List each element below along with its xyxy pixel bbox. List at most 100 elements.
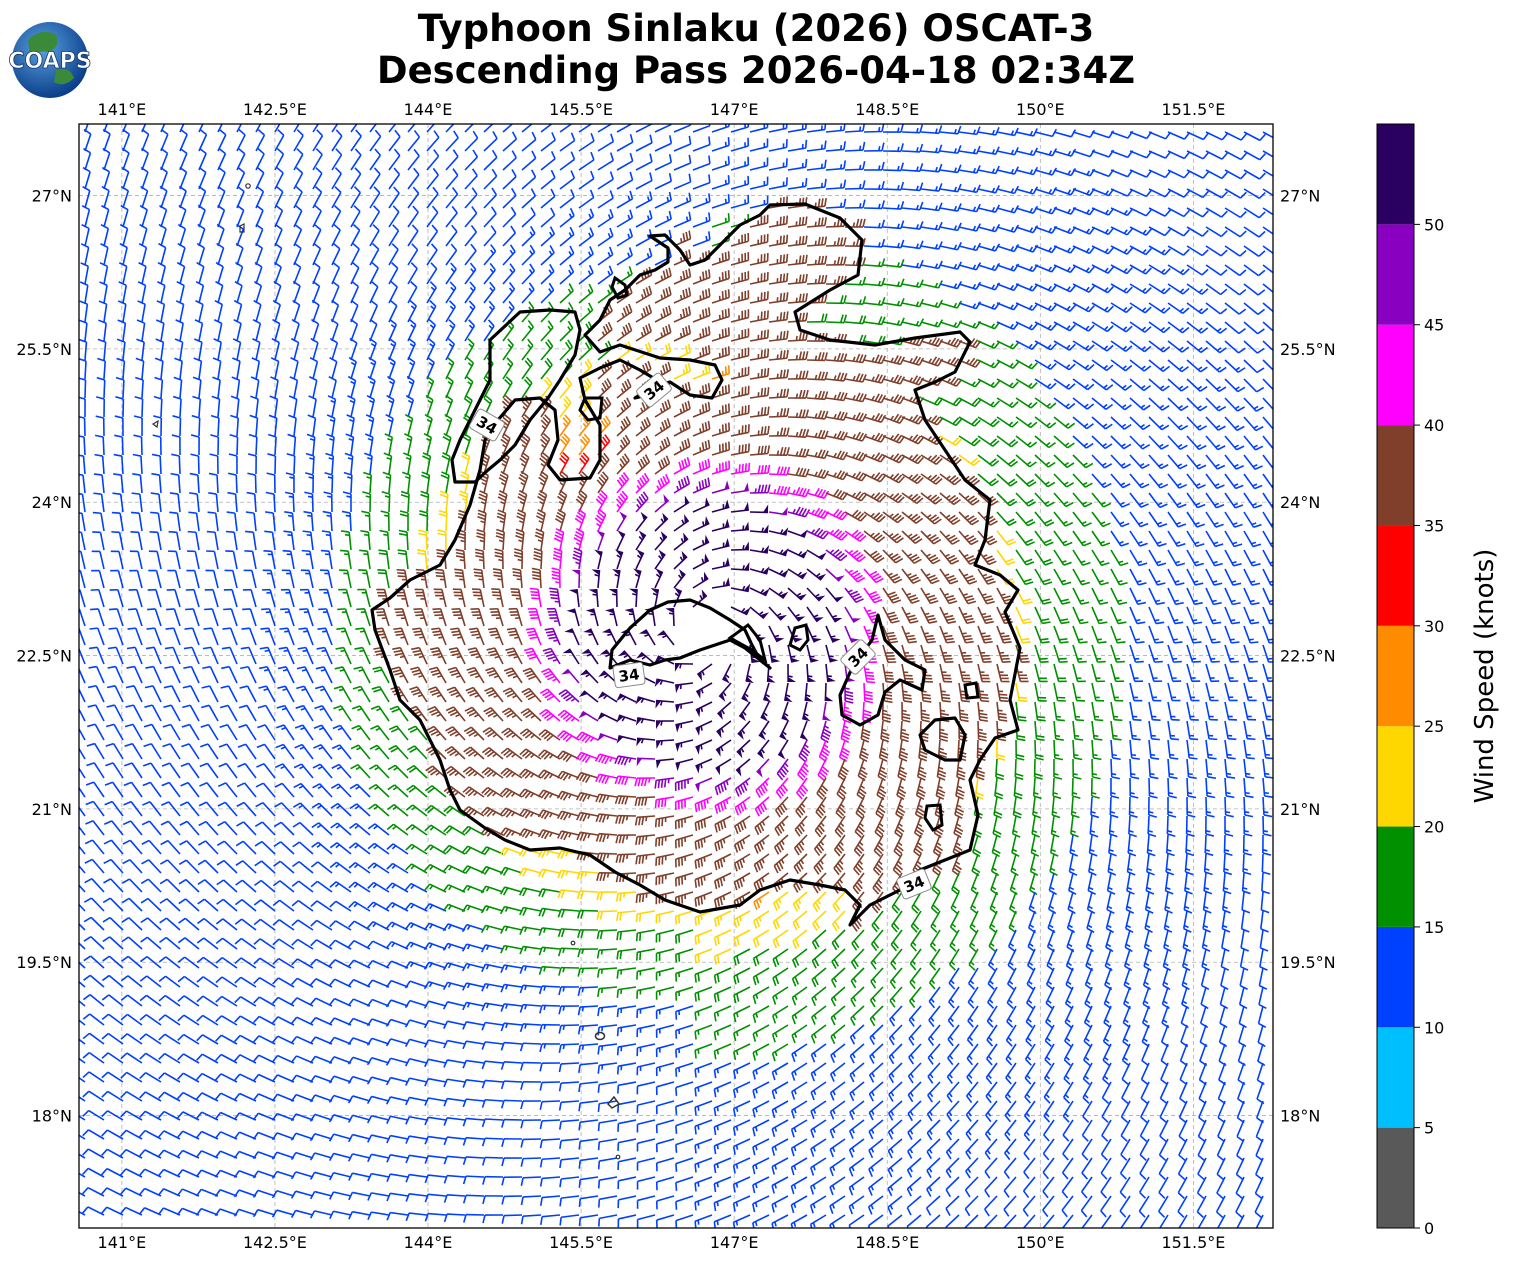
wind-barb xyxy=(559,189,575,209)
wind-barb xyxy=(1167,188,1191,198)
wind-barb xyxy=(388,186,400,209)
wind-barb xyxy=(635,247,653,266)
wind-barb xyxy=(1129,245,1152,256)
wind-barb xyxy=(654,135,673,152)
wind-barb xyxy=(160,147,169,171)
wind-barb xyxy=(350,224,361,247)
wind-barb xyxy=(787,178,808,190)
wind-barb xyxy=(445,149,459,171)
wind-barb xyxy=(1110,302,1133,314)
wind-barb xyxy=(996,224,1020,233)
wind-barb xyxy=(369,124,378,133)
wind-barb xyxy=(1110,283,1133,294)
wind-barb xyxy=(635,153,653,171)
wind-barb xyxy=(369,243,380,266)
contour-label: 34 xyxy=(612,661,646,689)
wind-barb xyxy=(1205,131,1229,141)
wind-barb xyxy=(214,299,223,323)
wind-barb xyxy=(369,299,379,323)
wind-barb xyxy=(1034,321,1058,331)
wind-barb xyxy=(445,243,458,266)
wind-barb xyxy=(1091,226,1115,236)
wind-barb xyxy=(1167,321,1190,334)
wind-barb xyxy=(521,169,537,190)
wind-barb xyxy=(198,185,207,209)
wind-barb xyxy=(350,242,360,266)
wind-barb xyxy=(83,128,92,152)
wind-barb xyxy=(730,156,750,171)
wind-barb xyxy=(882,162,905,172)
wind-barb xyxy=(122,128,131,152)
wind-barb xyxy=(369,186,381,209)
wind-barb xyxy=(616,171,634,190)
wind-barb xyxy=(806,178,827,190)
wind-barb xyxy=(388,318,397,342)
chart-title-line1: Typhoon Sinlaku (2026) OSCAT-3 xyxy=(418,7,1095,50)
wind-barb xyxy=(236,185,245,209)
wind-barb xyxy=(155,319,165,342)
wind-barb xyxy=(1015,321,1039,331)
wind-barb xyxy=(1243,150,1266,161)
wind-barb xyxy=(369,167,381,190)
wind-barb xyxy=(100,243,109,266)
wind-barb xyxy=(464,168,478,190)
wind-barb xyxy=(80,262,90,285)
wind-barb xyxy=(635,304,653,323)
wind-barb xyxy=(521,282,535,304)
colorbar-tick-label: 45 xyxy=(1424,316,1444,335)
wind-barb xyxy=(768,158,788,171)
wind-barb xyxy=(1262,245,1273,255)
wind-barb xyxy=(118,262,128,285)
wind-barb xyxy=(1015,302,1039,312)
wind-barb xyxy=(159,204,168,228)
wind-barb xyxy=(521,244,536,266)
wind-barb xyxy=(369,224,380,247)
wind-barb xyxy=(1015,205,1039,214)
wind-barb xyxy=(1053,148,1077,157)
wind-barb xyxy=(882,259,905,268)
wind-barb xyxy=(901,221,924,230)
wind-barb xyxy=(901,259,924,269)
wind-barb xyxy=(863,180,885,190)
wind-barb xyxy=(977,243,1001,252)
wind-barb xyxy=(1262,150,1273,158)
wind-barb xyxy=(159,185,168,209)
wind-barb xyxy=(825,141,847,152)
wind-barb xyxy=(119,242,128,266)
wind-barb xyxy=(1243,283,1266,296)
x-tick-label-top: 148.5°E xyxy=(855,100,919,119)
wind-barb xyxy=(1129,207,1153,217)
wind-barb xyxy=(1167,207,1191,218)
wind-barb xyxy=(407,243,419,266)
x-tick-label-bottom: 144°E xyxy=(404,1233,453,1252)
wind-barb xyxy=(79,281,89,304)
wind-barb xyxy=(977,262,1001,272)
wind-barb xyxy=(578,264,594,285)
x-tick-label-bottom: 148.5°E xyxy=(855,1233,919,1252)
wind-barb xyxy=(1262,283,1273,294)
wind-barb xyxy=(654,210,672,228)
wind-barb xyxy=(117,300,127,323)
wind-barb xyxy=(233,319,242,342)
wind-barb xyxy=(996,205,1020,214)
wind-barb xyxy=(272,318,281,342)
wind-barb xyxy=(540,226,556,247)
wind-barb xyxy=(138,262,147,285)
wind-barb xyxy=(996,244,1020,253)
wind-barb xyxy=(1262,169,1273,177)
wind-barb xyxy=(939,300,963,309)
wind-barb xyxy=(464,149,479,171)
wind-barbs xyxy=(79,124,1273,1228)
wind-barb xyxy=(331,186,342,209)
wind-barb xyxy=(540,169,556,190)
wind-barb xyxy=(1262,188,1273,197)
wind-barb xyxy=(445,224,458,247)
wind-barb xyxy=(1148,226,1171,237)
x-tick-label-bottom: 145.5°E xyxy=(549,1233,613,1252)
y-tick-label-right: 19.5°N xyxy=(1280,953,1336,972)
wind-barb xyxy=(692,231,711,247)
colorbar-tick-label: 20 xyxy=(1424,818,1444,837)
wind-barb xyxy=(1205,207,1228,218)
wind-barb xyxy=(635,134,653,152)
wind-barb xyxy=(215,261,224,285)
